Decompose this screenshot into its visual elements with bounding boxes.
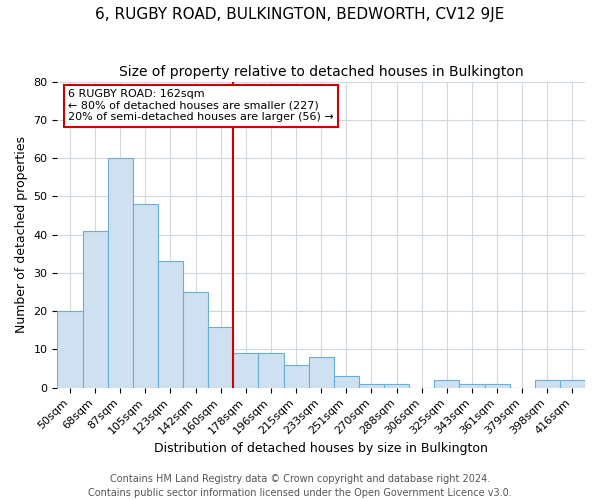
Bar — [359, 384, 384, 388]
Bar — [485, 384, 509, 388]
Bar — [535, 380, 560, 388]
Text: 6 RUGBY ROAD: 162sqm
← 80% of detached houses are smaller (227)
20% of semi-deta: 6 RUGBY ROAD: 162sqm ← 80% of detached h… — [68, 89, 334, 122]
Bar — [560, 380, 585, 388]
Bar — [158, 262, 183, 388]
Bar — [107, 158, 133, 388]
Bar — [133, 204, 158, 388]
Bar — [259, 354, 284, 388]
Bar — [233, 354, 259, 388]
Bar — [208, 326, 233, 388]
Text: Contains HM Land Registry data © Crown copyright and database right 2024.
Contai: Contains HM Land Registry data © Crown c… — [88, 474, 512, 498]
Bar — [434, 380, 460, 388]
Bar — [460, 384, 485, 388]
Y-axis label: Number of detached properties: Number of detached properties — [15, 136, 28, 333]
Title: Size of property relative to detached houses in Bulkington: Size of property relative to detached ho… — [119, 65, 524, 79]
Bar — [183, 292, 208, 388]
X-axis label: Distribution of detached houses by size in Bulkington: Distribution of detached houses by size … — [154, 442, 488, 455]
Bar — [334, 376, 359, 388]
Bar — [58, 311, 83, 388]
Bar — [384, 384, 409, 388]
Bar — [83, 231, 107, 388]
Bar — [284, 365, 308, 388]
Text: 6, RUGBY ROAD, BULKINGTON, BEDWORTH, CV12 9JE: 6, RUGBY ROAD, BULKINGTON, BEDWORTH, CV1… — [95, 8, 505, 22]
Bar — [308, 357, 334, 388]
